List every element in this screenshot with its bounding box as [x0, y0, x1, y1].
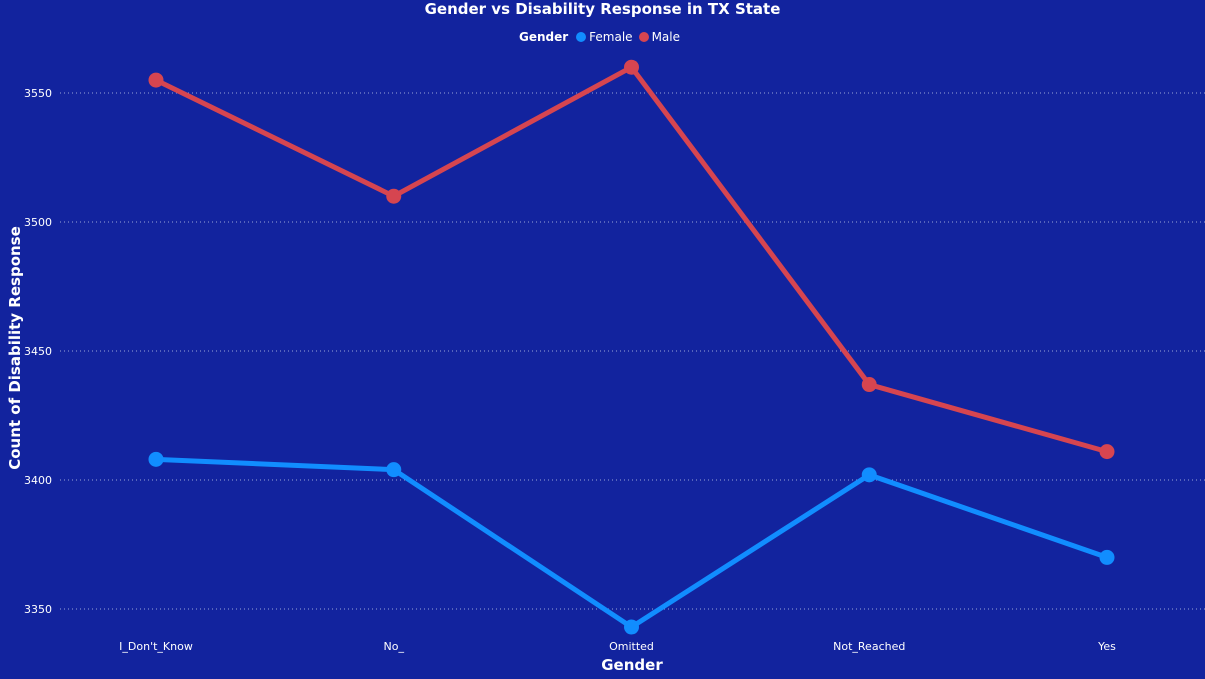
data-point-male[interactable]: [386, 188, 402, 204]
legend-item-female[interactable]: Female: [576, 28, 633, 46]
legend-label-female: Female: [589, 30, 633, 44]
y-tick-label-3450: 3450: [24, 345, 52, 358]
legend-title: Gender: [518, 30, 569, 44]
data-point-male[interactable]: [1099, 444, 1115, 460]
y-tick-label-3350: 3350: [24, 603, 52, 616]
x-axis-title: Gender: [601, 656, 663, 674]
legend-dot-female-icon: [576, 32, 587, 42]
series-line-male: [153, 64, 1110, 455]
data-point-female[interactable]: [861, 467, 877, 483]
x-tick-label: Not_Reached: [833, 640, 905, 653]
data-point-female[interactable]: [624, 619, 639, 635]
data-point-male[interactable]: [861, 377, 877, 393]
legend-item-male[interactable]: Male: [638, 28, 680, 46]
data-point-female[interactable]: [386, 462, 402, 478]
legend: Gender Female Male: [0, 28, 1205, 46]
x-axis-ticks: I_Don't_Know No_ Omitted Not_Reached Yes: [119, 640, 1116, 653]
y-axis-title: Count of Disability Response: [6, 226, 24, 470]
x-tick-label: I_Don't_Know: [119, 640, 193, 653]
y-tick-label-3550: 3550: [24, 87, 52, 100]
series-lines: [148, 59, 1115, 635]
y-axis-ticks: 3350 3400 3450 3500 3550: [24, 87, 52, 616]
y-tick-label-3500: 3500: [24, 216, 52, 229]
x-tick-label: Yes: [1097, 640, 1116, 653]
series-line-female: [153, 456, 1110, 630]
data-point-female[interactable]: [148, 451, 164, 467]
x-tick-label: Omitted: [609, 640, 654, 653]
data-point-male[interactable]: [148, 72, 164, 88]
y-tick-label-3400: 3400: [24, 474, 52, 487]
chart-title: Gender vs Disability Response in TX Stat…: [424, 0, 781, 18]
gridlines: [60, 92, 1205, 610]
data-point-female[interactable]: [1099, 549, 1115, 565]
data-point-male[interactable]: [624, 59, 639, 75]
x-tick-label: No_: [384, 640, 405, 653]
legend-label-male: Male: [651, 30, 680, 44]
legend-dot-male-icon: [638, 32, 649, 42]
